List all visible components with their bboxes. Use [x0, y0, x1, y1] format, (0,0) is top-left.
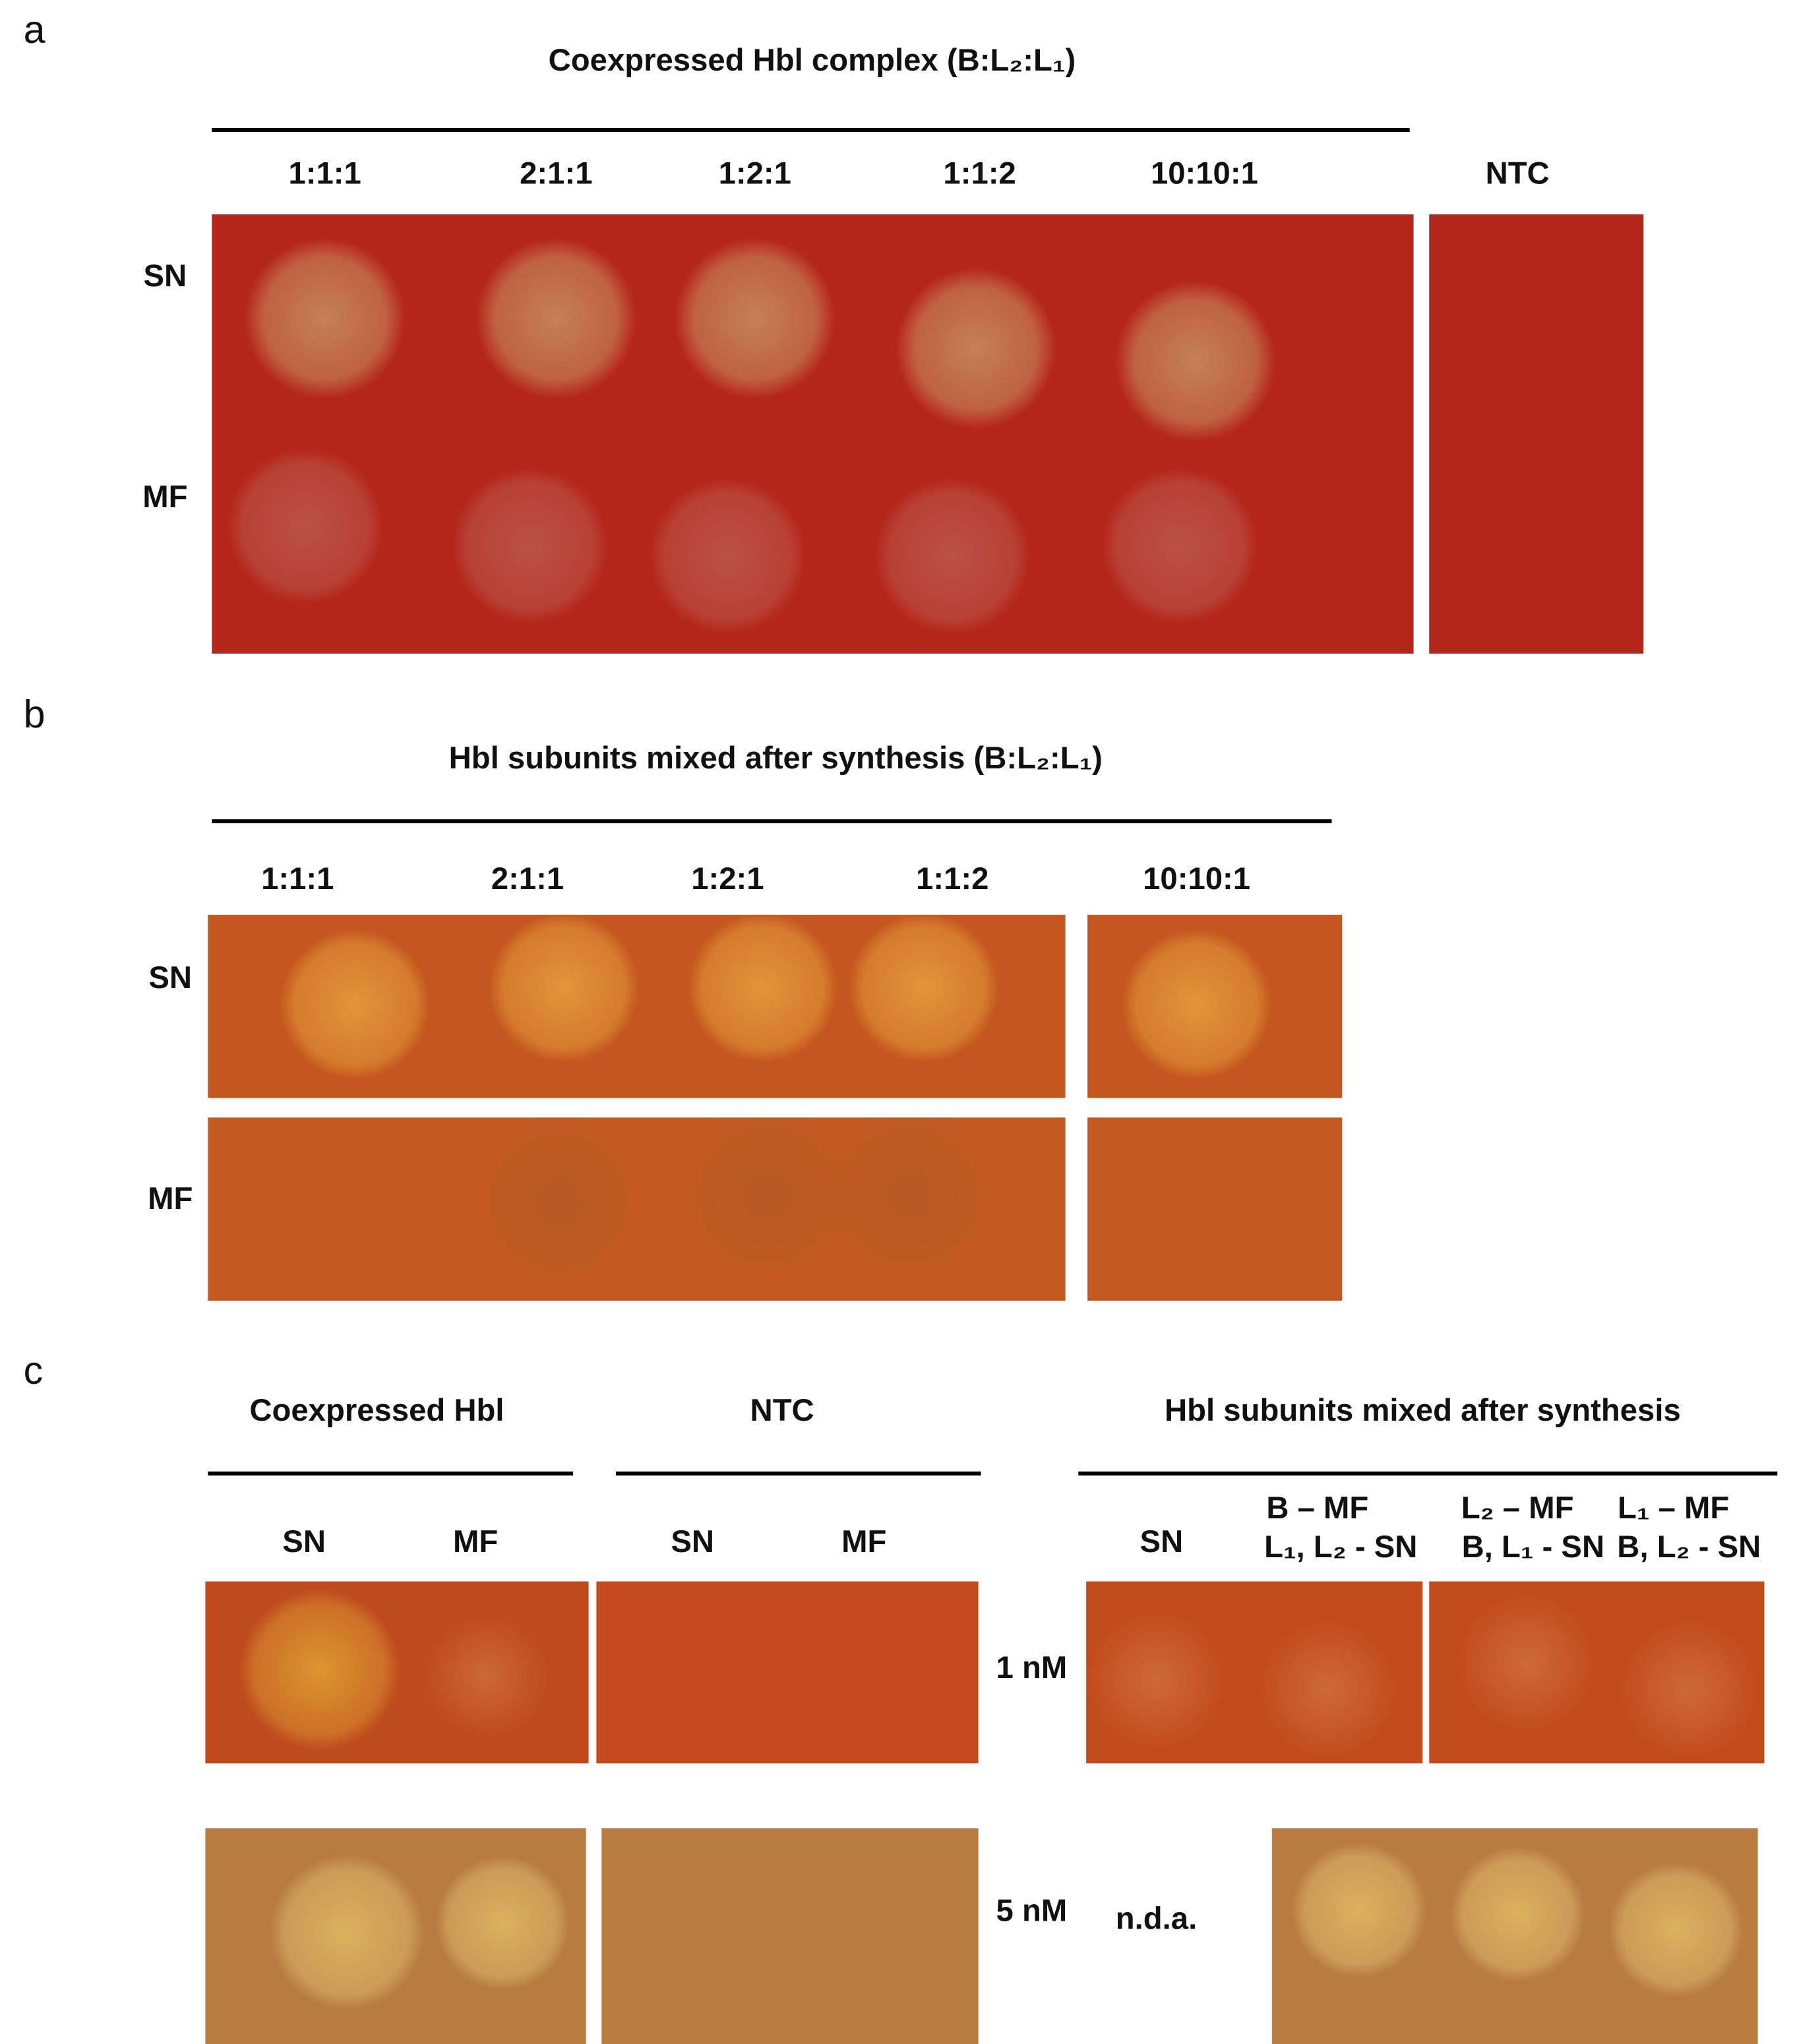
hemolysis-zone — [1114, 280, 1276, 442]
hemolysis-zone — [244, 237, 406, 399]
halo-group — [279, 912, 1272, 1293]
column-label: L₁, L₂ - SN — [1264, 1530, 1417, 1564]
column-label: 1:2:1 — [691, 861, 764, 896]
no-data-label: n.d.a. — [1116, 1901, 1197, 1936]
hemolysis-zone — [1608, 1862, 1744, 1998]
panel-title: Coexpressed Hbl complex (B:L₂:L₁) — [549, 43, 1076, 78]
row-label: SN — [148, 960, 192, 995]
column-label: B, L₂ - SN — [1617, 1530, 1761, 1564]
hemolysis-zone — [435, 1855, 570, 1991]
column-label: 1:1:2 — [916, 861, 988, 896]
hemolysis-zone — [452, 468, 609, 624]
halo-group — [239, 1589, 1757, 2010]
hemolysis-zone — [1291, 1842, 1427, 1978]
column-label: SN — [671, 1524, 714, 1559]
column-label: 2:1:1 — [491, 861, 564, 896]
hemolysis-zone — [279, 929, 431, 1080]
group-title: Coexpressed Hbl — [249, 1393, 504, 1428]
halo-group — [227, 237, 1276, 635]
hemolysis-zone — [874, 478, 1031, 635]
hemolysis-zone — [895, 267, 1056, 429]
column-label: SN — [282, 1524, 326, 1559]
hemolysis-zone — [1121, 929, 1272, 1080]
column-label: B, L₁ - SN — [1462, 1530, 1604, 1564]
column-label: 10:10:1 — [1151, 156, 1258, 191]
hemolysis-zone — [268, 1854, 425, 2010]
hemolysis-zone — [1260, 1621, 1396, 1757]
hemolysis-zone — [674, 237, 836, 399]
column-label: 1:1:2 — [943, 156, 1016, 191]
hemolysis-zone — [468, 1111, 650, 1293]
hemolysis-zone — [1459, 1595, 1595, 1731]
hemolysis-zone — [475, 237, 637, 399]
agar-plate — [1429, 214, 1644, 654]
row-label: SN — [143, 259, 187, 294]
agar-plate — [1087, 1117, 1343, 1301]
hemolysis-zone — [687, 912, 838, 1063]
hemolysis-zone — [1089, 1612, 1224, 1748]
hemolysis-zone — [239, 1589, 400, 1750]
column-label: SN — [1140, 1524, 1184, 1559]
group-title: Hbl subunits mixed after synthesis — [1165, 1393, 1681, 1428]
column-label: 1:1:1 — [261, 861, 334, 896]
column-label: MF — [453, 1524, 498, 1559]
panel-letter: a — [24, 7, 46, 51]
row-label: MF — [142, 480, 187, 514]
hemolysis-zone — [488, 912, 640, 1063]
hemolysis-zone — [227, 448, 384, 605]
hemolysis-zone — [848, 912, 1000, 1063]
group-title: NTC — [750, 1393, 814, 1428]
agar-plate — [596, 1581, 979, 1764]
agar-plate — [601, 1828, 979, 2044]
panel-letter: b — [24, 692, 46, 736]
concentration-label: 5 nM — [996, 1894, 1068, 1929]
column-label: MF — [841, 1524, 886, 1559]
panel-title: Hbl subunits mixed after synthesis (B:L₂… — [449, 741, 1103, 776]
concentration-label: 1 nM — [996, 1650, 1068, 1685]
column-label: L₂ – MF — [1461, 1491, 1574, 1526]
column-label: 10:10:1 — [1143, 861, 1250, 896]
column-label: 1:2:1 — [719, 156, 791, 191]
hemolysis-zone — [1621, 1621, 1757, 1757]
hemolysis-zone — [675, 1104, 858, 1287]
column-label: NTC — [1486, 156, 1550, 191]
panel-letter: c — [24, 1348, 44, 1392]
column-label: 2:1:1 — [520, 156, 592, 191]
column-label: 1:1:1 — [288, 156, 361, 191]
column-label: L₁ – MF — [1618, 1491, 1729, 1526]
row-label: MF — [148, 1181, 193, 1216]
hemolysis-zone — [1449, 1846, 1585, 1982]
hemolysis-zone — [423, 1613, 549, 1739]
column-label: B – MF — [1266, 1491, 1368, 1526]
hemolysis-zone — [1101, 468, 1258, 624]
hemolysis-zone — [818, 1104, 1001, 1287]
hemolysis-zone — [650, 478, 806, 635]
